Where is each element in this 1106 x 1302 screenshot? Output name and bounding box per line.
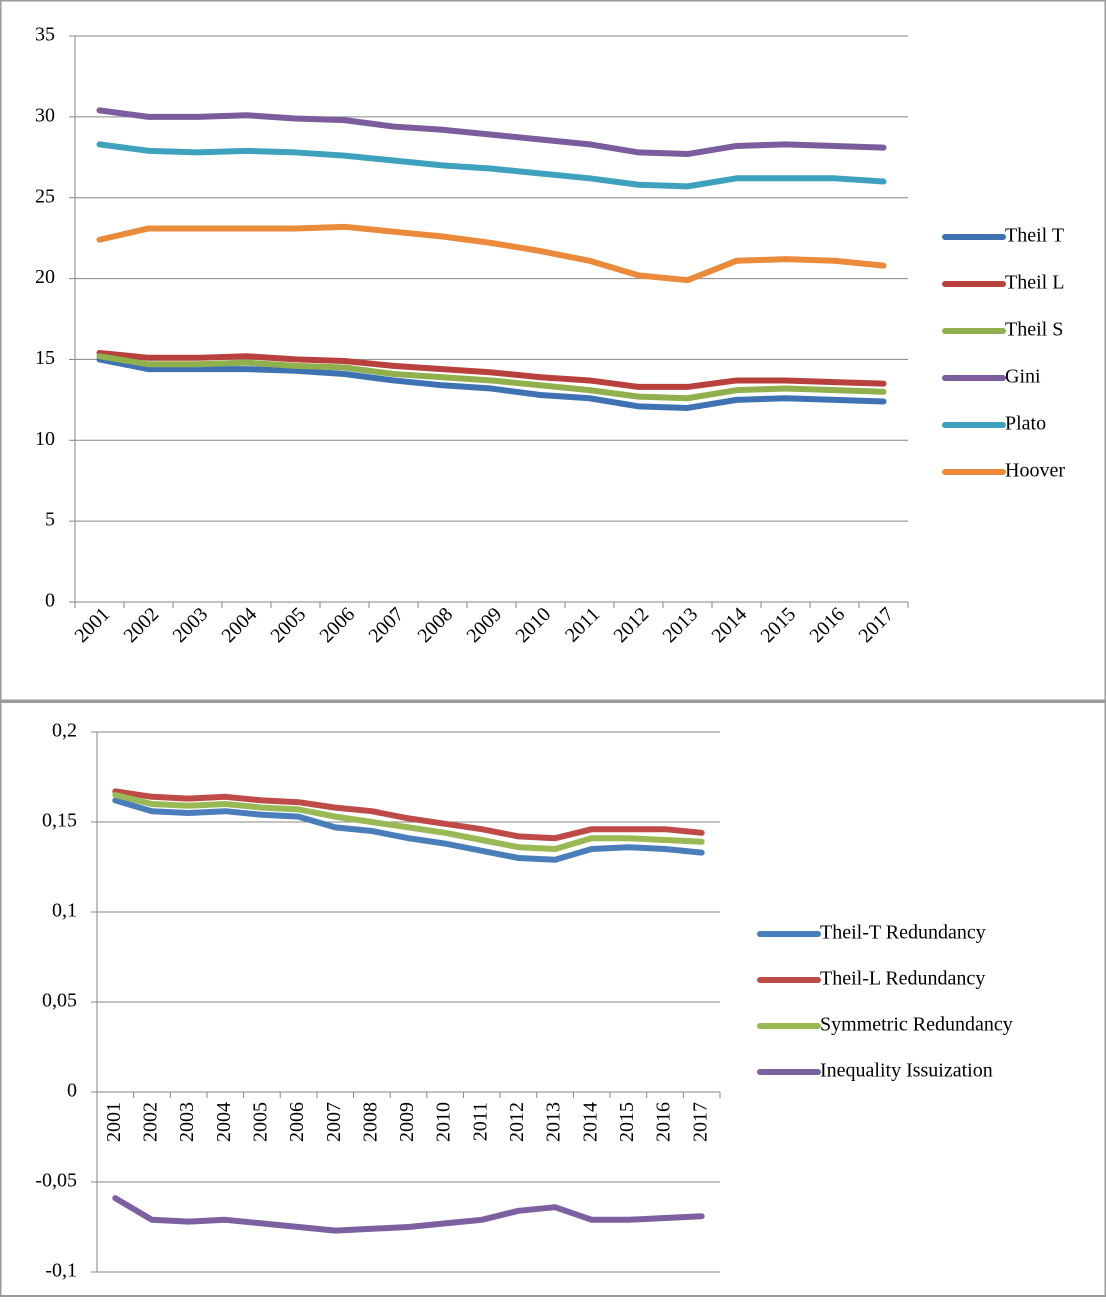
x-tick-label: 2003 — [168, 603, 212, 647]
y-tick-label: 30 — [35, 104, 55, 126]
x-tick-label: 2013 — [658, 603, 702, 647]
y-tick-label: 0,2 — [52, 720, 77, 742]
x-tick-label: 2016 — [805, 603, 849, 647]
y-tick-label: -0,05 — [35, 1170, 77, 1192]
x-tick-label: 2008 — [413, 603, 457, 647]
legend-label: Gini — [1005, 366, 1041, 388]
series-line — [112, 1195, 705, 1234]
legend-label: Inequality Issuization — [820, 1060, 993, 1082]
panel-border — [0, 0, 1106, 702]
series-line — [112, 792, 705, 852]
x-tick-label: 2014 — [707, 603, 751, 647]
series-line — [112, 788, 705, 842]
x-tick-label: 2006 — [315, 603, 359, 647]
y-tick-label: 20 — [35, 266, 55, 288]
x-tick-label: 2006 — [286, 1102, 308, 1142]
legend-label: Theil-T Redundancy — [820, 922, 986, 944]
x-tick-label: 2002 — [140, 1102, 162, 1142]
y-tick-label: 25 — [35, 185, 55, 207]
legend-label: Theil T — [1005, 225, 1064, 247]
y-tick-label: -0,1 — [45, 1260, 77, 1282]
y-tick-label: 0,05 — [42, 990, 77, 1012]
legend-label: Plato — [1005, 413, 1046, 435]
legend-label: Theil L — [1005, 272, 1064, 294]
x-tick-label: 2004 — [217, 603, 261, 647]
y-tick-label: 0,1 — [52, 900, 77, 922]
x-tick-label: 2012 — [609, 603, 653, 647]
x-tick-label: 2009 — [396, 1102, 418, 1142]
x-tick-label: 2016 — [653, 1102, 675, 1142]
x-tick-label: 2004 — [213, 1102, 235, 1142]
x-tick-label: 2011 — [561, 603, 604, 646]
x-tick-label: 2013 — [543, 1102, 565, 1142]
legend-label: Theil S — [1005, 319, 1063, 341]
x-tick-label: 2008 — [359, 1102, 381, 1142]
x-tick-label: 2001 — [103, 1102, 125, 1142]
y-tick-label: 15 — [35, 347, 55, 369]
x-tick-label: 2011 — [469, 1102, 491, 1141]
x-tick-label: 2014 — [579, 1102, 601, 1142]
series-line — [96, 349, 887, 390]
x-tick-label: 2017 — [689, 1102, 711, 1142]
series-line — [96, 356, 887, 411]
series-line — [96, 141, 887, 190]
x-tick-label: 2017 — [854, 603, 898, 647]
series-line — [112, 797, 705, 863]
x-tick-label: 2010 — [433, 1102, 455, 1142]
x-tick-label: 2005 — [266, 603, 310, 647]
legend-label: Symmetric Redundancy — [820, 1014, 1013, 1036]
x-tick-label: 2001 — [70, 603, 114, 647]
y-tick-label: 0 — [45, 590, 55, 612]
x-tick-label: 2009 — [462, 603, 506, 647]
legend-label: Hoover — [1005, 460, 1065, 482]
x-tick-label: 2005 — [250, 1102, 272, 1142]
series-line — [96, 223, 887, 284]
x-tick-label: 2015 — [756, 603, 800, 647]
x-tick-label: 2003 — [176, 1102, 198, 1142]
x-tick-label: 2007 — [323, 1102, 345, 1142]
legend-label: Theil-L Redundancy — [820, 968, 985, 990]
y-tick-label: 5 — [45, 509, 55, 531]
y-tick-label: 0,15 — [42, 810, 77, 832]
x-tick-label: 2015 — [616, 1102, 638, 1142]
series-line — [96, 353, 887, 402]
y-tick-label: 0 — [67, 1080, 77, 1102]
x-tick-label: 2007 — [364, 603, 408, 647]
x-tick-label: 2012 — [506, 1102, 528, 1142]
x-tick-label: 2002 — [119, 603, 163, 647]
y-tick-label: 35 — [35, 24, 55, 46]
x-tick-label: 2010 — [511, 603, 555, 647]
series-line — [96, 107, 887, 158]
y-tick-label: 10 — [35, 428, 55, 450]
